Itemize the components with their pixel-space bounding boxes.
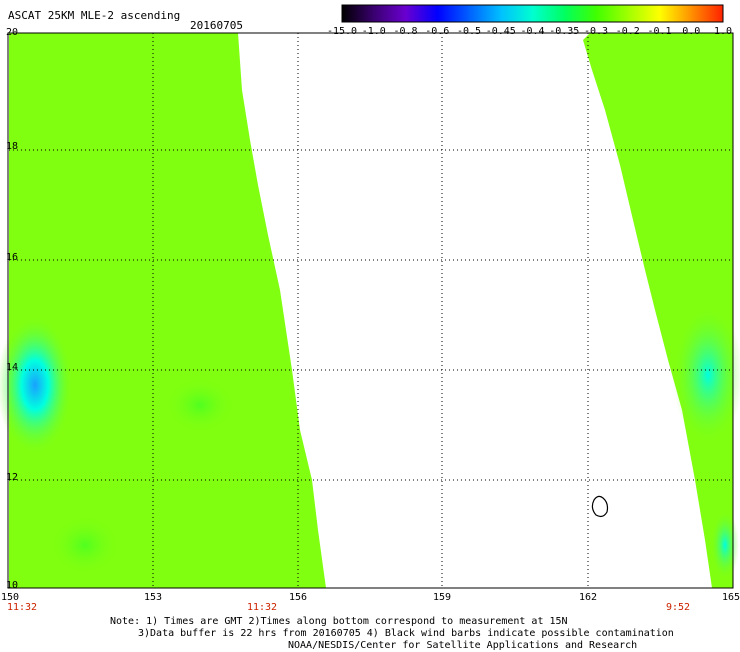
color-bar-label: -0.1 [647,26,672,37]
lon-label-165: 165 [721,592,740,603]
contamination-contour [591,495,609,518]
color-bar-label: 0.0 [682,26,701,37]
low-value-region [711,510,739,580]
lon-label-150: 150 [0,592,20,603]
lon-label-153: 153 [143,592,163,603]
map-date: 20160705 [190,19,243,32]
lat-label-16: 16 [6,252,19,263]
mid-value-region [50,515,120,575]
color-bar-label: -0.6 [425,26,450,37]
color-bar-segment [342,5,375,22]
color-bar-segment [691,5,724,22]
lat-label-14: 14 [6,362,19,373]
color-bar-label: -1.0 [361,26,386,37]
time-label-right: 9:52 [665,602,691,613]
color-bar-label: -0.8 [393,26,418,37]
lat-lon-grid [9,33,733,588]
color-bar-segment [373,5,406,22]
lat-label-12: 12 [6,472,19,483]
color-bar-segment [564,5,597,22]
footnote-line-1: Note: 1) Times are GMT 2)Times along bot… [110,616,568,627]
footnote-line-2: 3)Data buffer is 22 hrs from 20160705 4)… [138,628,674,639]
swath-right [583,33,733,588]
color-bar-segment [532,5,565,22]
swath-left [9,33,326,588]
footnote: Note: 1) Times are GMT 2)Times along bot… [110,616,674,652]
color-bar-label: -0.2 [615,26,640,37]
data-swaths [0,33,740,588]
lon-label-162: 162 [578,592,598,603]
lat-label-20: 20 [6,27,19,38]
color-bar-label: -0.45 [485,26,516,37]
low-value-region [673,305,740,445]
color-bar-label: -15.0 [326,26,358,37]
color-bar-segment [500,5,533,22]
color-bar-segment [469,5,502,22]
footnote-line-3: NOAA/NESDIS/Center for Satellite Applica… [288,640,638,651]
color-bar-segment [659,5,692,22]
color-bar-segment [437,5,470,22]
color-bar-label: -0.3 [583,26,609,37]
mid-value-region [165,377,235,433]
color-bar-outline [341,4,724,23]
color-bar-label: -0.5 [456,26,482,37]
lon-label-156: 156 [288,592,308,603]
lat-label-10: 10 [6,580,19,591]
low-value-region [0,315,73,455]
color-bar [341,4,724,23]
color-bar-segment [596,5,629,22]
color-bar-label: -0.35 [549,26,580,37]
color-bar-label: -0.4 [520,26,545,37]
color-bar-label: 1.0 [713,26,733,37]
time-label-middle: 11:32 [246,602,278,613]
color-bar-segment [405,5,438,22]
map-title: ASCAT 25KM MLE-2 ascending [8,9,181,22]
color-bar-segment [627,5,660,22]
lon-label-159: 159 [432,592,452,603]
map-frame [7,32,734,589]
lat-label-18: 18 [6,141,19,152]
time-label-left: 11:32 [6,602,38,613]
